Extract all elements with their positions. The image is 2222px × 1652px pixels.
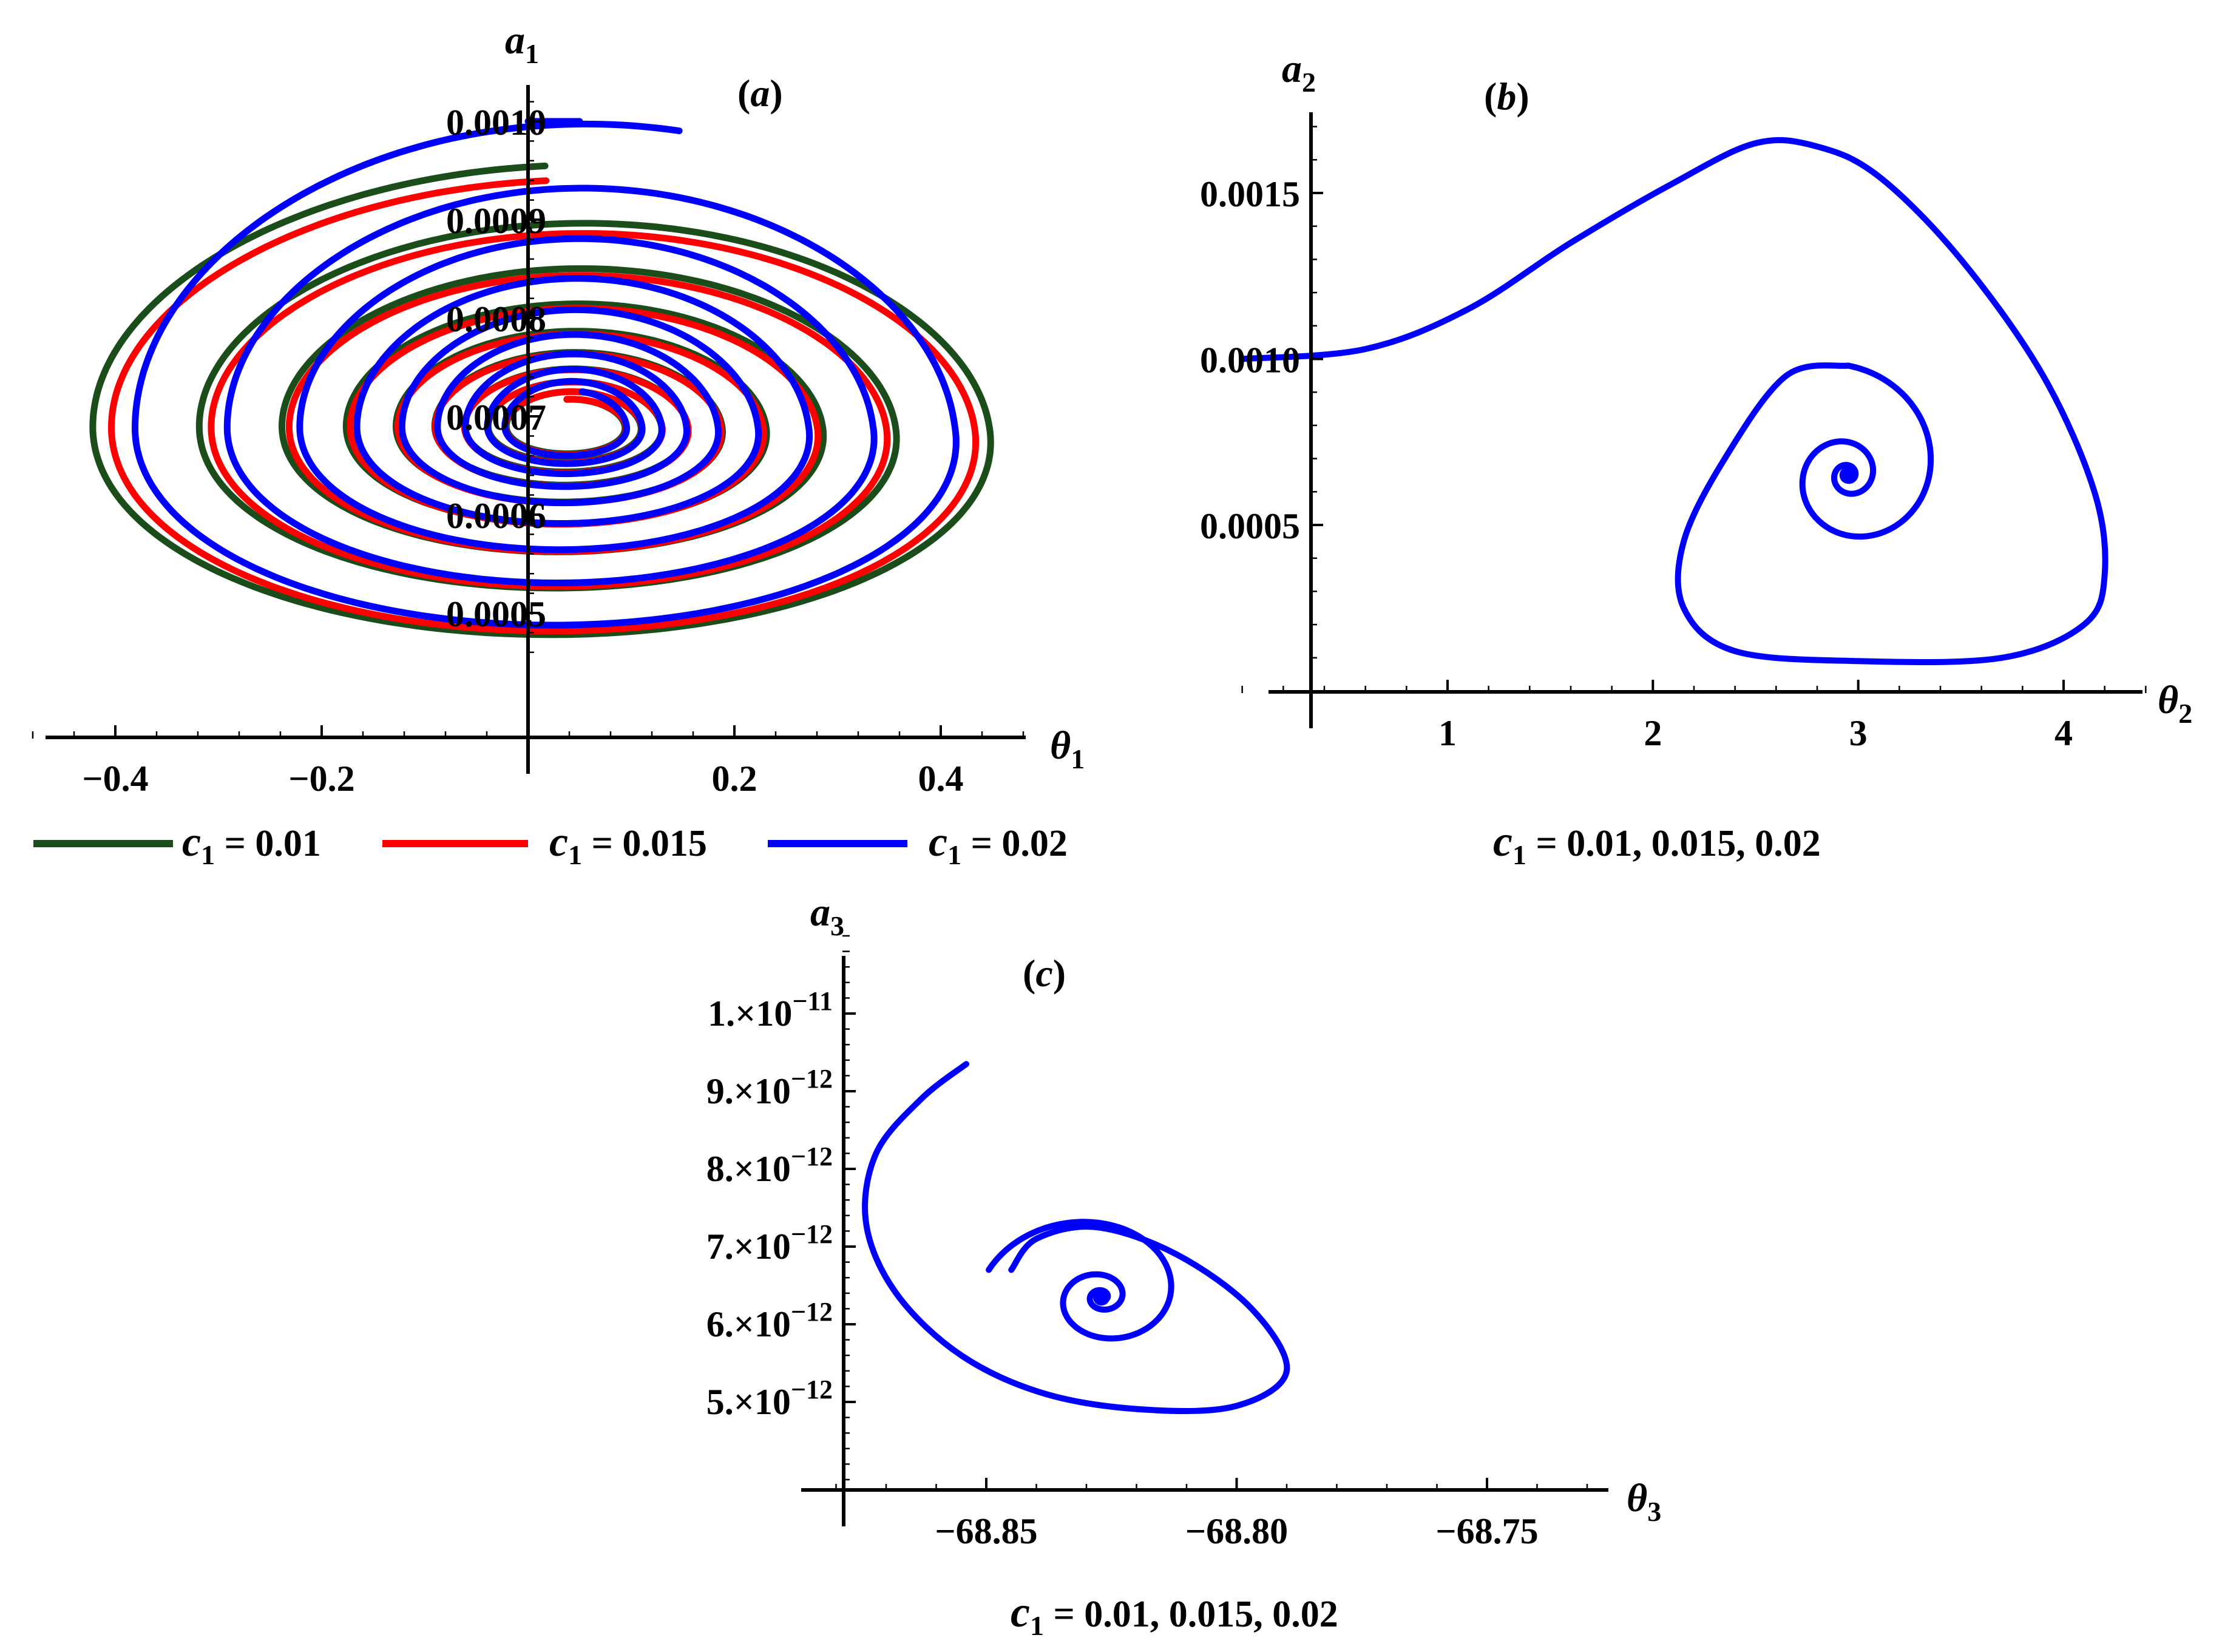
y-tick-label: 0.0007 xyxy=(446,398,546,438)
y-tick-label: 0.0008 xyxy=(446,299,546,339)
panel-b: 1 2 3 4 0.0005 0.0010 0.0015 a2 θ2 (b) c1 = 0… xyxy=(1200,47,2192,870)
trajectory-outer xyxy=(862,1061,1290,1415)
panel-b-caption: c1 = 0.01, 0.015, 0.02 xyxy=(1493,817,1821,870)
y-tick-label: 8.×10−12 xyxy=(706,1142,833,1189)
panel-a-y-ticks: 0.0005 0.0006 0.0007 0.0008 0.0009 0.0010 xyxy=(446,101,546,654)
panel-a-x-ticks: −0.4 −0.2 0.2 0.4 xyxy=(32,725,1025,799)
panel-b-y-ticks: 0.0005 0.0010 0.0015 xyxy=(1200,126,1323,659)
y-tick-label: 0.0005 xyxy=(1200,506,1300,546)
panel-c-curves xyxy=(862,1061,1290,1415)
y-tick-label: 7.×10−12 xyxy=(706,1219,833,1267)
panel-a-legend: c1 = 0.01 c1 = 0.015 c1 = 0.02 xyxy=(33,819,1068,870)
legend-label-green: c1 = 0.01 xyxy=(182,819,321,870)
panel-b-x-ticks: 1 2 3 4 xyxy=(1241,680,2147,753)
panel-c-x-ticks: −68.85 −68.80 −68.75 xyxy=(835,1478,1588,1551)
panel-c-title: (c) xyxy=(1023,952,1066,995)
panel-b-curves xyxy=(1239,137,2109,666)
x-tick-label: 4 xyxy=(2054,713,2073,753)
x-tick-label: 0.2 xyxy=(712,759,757,799)
legend-label-blue: c1 = 0.02 xyxy=(929,819,1068,870)
panel-a-title: (a) xyxy=(737,72,783,115)
x-tick-label: 0.4 xyxy=(918,759,964,799)
trajectory-center-point xyxy=(1839,466,1857,484)
y-tick-label: 6.×10−12 xyxy=(706,1297,833,1344)
trajectory-inner-spiral xyxy=(1799,362,1934,540)
y-tick-label: 1.×10−11 xyxy=(708,986,833,1034)
panel-c-caption: c1 = 0.01, 0.015, 0.02 xyxy=(1011,1588,1338,1641)
x-tick-label: −68.80 xyxy=(1185,1511,1288,1551)
x-tick-label: −0.2 xyxy=(288,759,354,799)
trajectory-outer xyxy=(1239,137,2109,666)
panel-b-y-label: a2 xyxy=(1282,47,1316,98)
x-tick-label: 3 xyxy=(1849,713,1868,753)
panel-b-x-label: θ2 xyxy=(2158,678,2192,729)
x-tick-label: −68.85 xyxy=(935,1511,1037,1551)
series-2-spiral xyxy=(132,120,960,629)
panel-a-curves xyxy=(89,118,994,638)
x-tick-label: −68.75 xyxy=(1435,1511,1538,1551)
y-tick-label: 9.×10−12 xyxy=(706,1064,833,1111)
x-tick-label: −0.4 xyxy=(82,759,148,799)
y-tick-label: 0.0010 xyxy=(446,103,546,143)
y-tick-label: 0.0009 xyxy=(446,201,546,241)
panel-c: −68.85 −68.80 −68.75 5.×10−12 6.×10−12 7.×10… xyxy=(706,890,1662,1641)
panel-b-title: (b) xyxy=(1484,75,1529,118)
panel-c-x-label: θ3 xyxy=(1627,1476,1661,1527)
y-tick-label: 0.0010 xyxy=(1200,340,1300,381)
trajectory-inner-spiral xyxy=(986,1219,1174,1342)
y-tick-label: 0.0006 xyxy=(446,496,546,536)
y-tick-label: 5.×10−12 xyxy=(706,1375,833,1422)
panel-a-x-label: θ1 xyxy=(1050,723,1085,774)
panel-c-y-label: a3 xyxy=(810,890,844,941)
y-tick-label: 0.0015 xyxy=(1200,174,1300,214)
x-tick-label: 2 xyxy=(1644,713,1662,753)
panel-c-y-ticks: 5.×10−12 6.×10−12 7.×10−12 8.×10−12 9.×10−12… xyxy=(706,935,856,1481)
y-tick-label: 0.0005 xyxy=(446,594,546,634)
panel-a-y-label: a1 xyxy=(505,18,539,69)
x-tick-label: 1 xyxy=(1438,713,1457,753)
trajectory-center-point xyxy=(1092,1288,1110,1306)
legend-label-red: c1 = 0.015 xyxy=(549,819,707,870)
panel-a: −0.4 −0.2 0.2 0.4 0.00050.00060.00070.00080… xyxy=(32,18,1085,870)
